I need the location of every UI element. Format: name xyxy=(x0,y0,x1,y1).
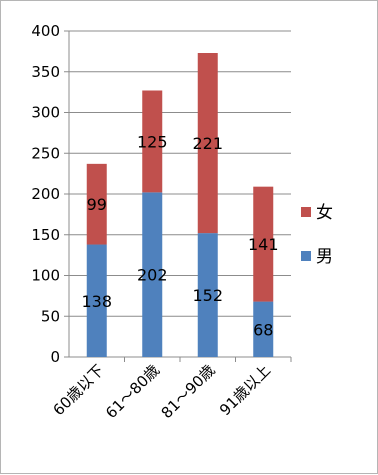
bar-male-3 xyxy=(197,233,218,357)
y-tick-label: 0 xyxy=(50,348,60,366)
y-tick-label: 300 xyxy=(31,104,60,122)
x-category-label: 81～90歳 xyxy=(158,361,219,422)
y-tick-label: 150 xyxy=(31,226,60,244)
bar-female-3 xyxy=(197,53,218,234)
y-tick-label: 400 xyxy=(31,22,60,40)
y-tick-label: 100 xyxy=(31,267,60,285)
bar-female-1 xyxy=(86,163,107,245)
bar-male-4 xyxy=(253,301,274,357)
y-tick-label: 50 xyxy=(41,307,60,325)
data-label: 202 xyxy=(137,266,168,285)
data-label: 125 xyxy=(137,132,168,151)
bars xyxy=(86,53,274,357)
y-tick-label: 200 xyxy=(31,185,60,203)
data-label: 138 xyxy=(81,292,112,311)
bar-male-2 xyxy=(142,192,163,357)
data-label: 99 xyxy=(87,195,107,214)
legend-swatch-female xyxy=(301,207,311,217)
legend: 女男 xyxy=(301,203,333,267)
bar-male-1 xyxy=(86,244,107,357)
data-label: 68 xyxy=(253,320,273,339)
bar-female-2 xyxy=(142,90,163,193)
x-category-label: 91歳以上 xyxy=(216,361,274,419)
legend-swatch-male xyxy=(301,251,311,261)
y-tick-label: 250 xyxy=(31,144,60,162)
x-category-label: 60歳以下 xyxy=(50,361,108,419)
data-label: 141 xyxy=(248,235,279,254)
legend-label-female: 女 xyxy=(316,203,333,223)
data-label: 152 xyxy=(192,286,223,305)
legend-label-male: 男 xyxy=(316,247,333,267)
data-label: 221 xyxy=(192,134,223,153)
bar-female-4 xyxy=(253,186,274,302)
x-category-label: 61～80歳 xyxy=(102,361,163,422)
data-labels: 138 99 202 125 152 221 68 141 xyxy=(81,132,278,339)
y-tick-label: 350 xyxy=(31,63,60,81)
